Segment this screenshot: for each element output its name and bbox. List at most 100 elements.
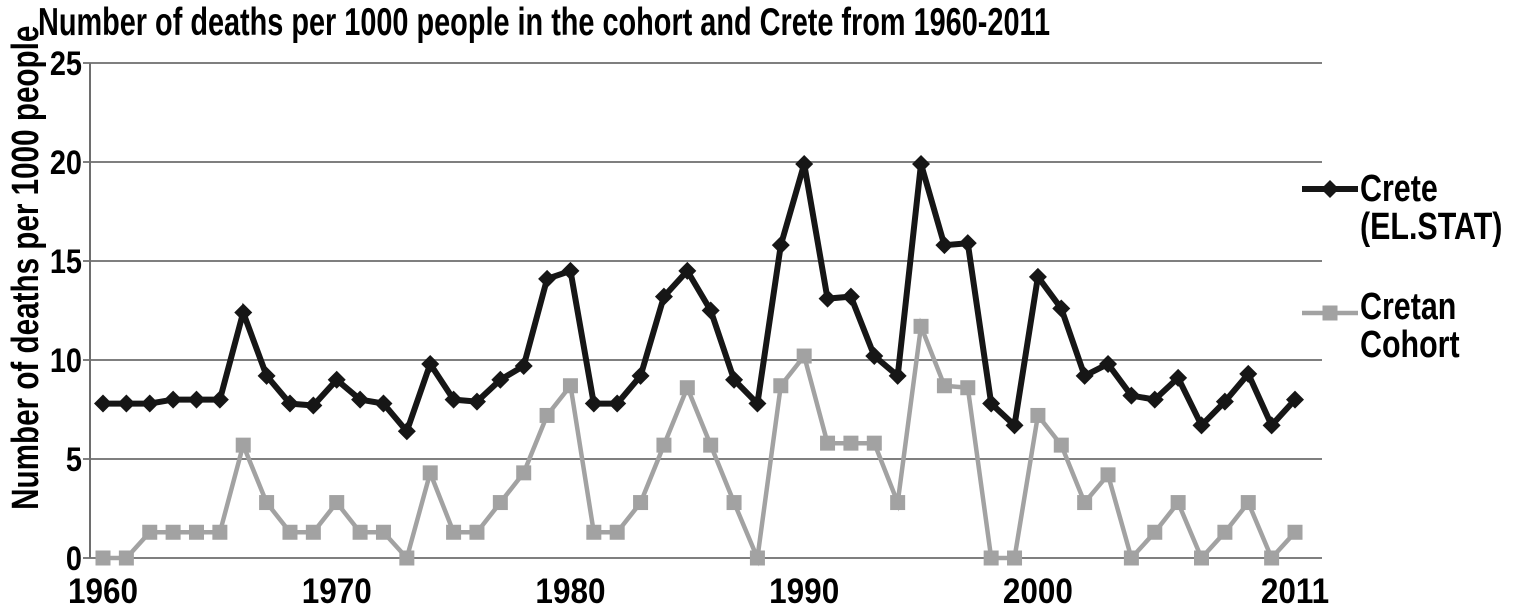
svg-text:25: 25 <box>50 44 82 83</box>
crete-series-marker <box>164 390 183 409</box>
cohort-series-marker <box>656 437 672 453</box>
cohort-series-marker <box>983 550 999 566</box>
cohort-series-marker <box>212 524 228 540</box>
crete-series-marker <box>467 392 486 411</box>
legend-label-crete-line1: Crete <box>1360 168 1438 210</box>
crete-series-marker <box>1239 364 1258 383</box>
cohort-series-marker <box>1147 524 1163 540</box>
y-tick-label: 10 <box>50 341 82 380</box>
cohort-series-marker <box>422 465 438 481</box>
svg-text:10: 10 <box>50 341 82 380</box>
crete-series-marker <box>982 394 1001 413</box>
cohort-series-marker <box>633 495 649 511</box>
svg-text:1990: 1990 <box>769 573 839 608</box>
cohort-series-marker <box>749 550 765 566</box>
cohort-legend-swatch <box>1302 305 1358 321</box>
crete-series-marker <box>94 394 112 413</box>
cohort-series-marker <box>586 524 602 540</box>
crete-series-marker <box>1145 390 1164 409</box>
crete-series-marker <box>818 289 837 308</box>
svg-text:1960: 1960 <box>68 573 138 608</box>
x-tick-label: 1970 <box>302 573 372 608</box>
cohort-series-marker <box>820 435 836 451</box>
x-tick-label: 1990 <box>769 573 839 608</box>
cohort-series-marker <box>259 495 275 511</box>
y-tick-label: 15 <box>50 242 82 281</box>
cohort-series-line <box>103 317 1297 567</box>
crete-series-marker <box>1005 416 1024 435</box>
crete-series-marker <box>888 366 907 385</box>
crete-series-marker <box>841 287 860 306</box>
cohort-series-marker <box>329 495 345 511</box>
cohort-series-marker <box>165 524 181 540</box>
x-tick-label: 1980 <box>535 573 605 608</box>
cohort-series-marker <box>796 348 812 364</box>
crete-series-marker <box>374 394 393 413</box>
cohort-series-marker <box>562 378 578 394</box>
legend-item-cohort: Cretan Cohort <box>1302 288 1485 364</box>
cohort-series-marker <box>305 524 321 540</box>
cohort-series-marker <box>1100 467 1116 483</box>
legend-label-cohort-line1: Cretan <box>1360 286 1457 328</box>
legend-label-cohort-line2: Cohort <box>1360 324 1460 366</box>
crete-series-marker <box>140 394 159 413</box>
crete-series-marker <box>514 356 533 375</box>
y-tick-label: 5 <box>66 440 82 479</box>
svg-text:1970: 1970 <box>302 573 372 608</box>
crete-series-marker <box>1262 416 1281 435</box>
crete-series-marker <box>701 301 720 320</box>
cohort-series-marker <box>773 378 789 394</box>
svg-text:0: 0 <box>66 539 82 578</box>
x-tick-label: 1960 <box>68 573 138 608</box>
cohort-series-marker <box>1240 495 1256 511</box>
cohort-series-marker <box>516 465 532 481</box>
crete-series-marker <box>351 390 370 409</box>
crete-series-marker <box>1099 354 1118 373</box>
cohort-series-marker <box>866 435 882 451</box>
crete-series-marker <box>1215 392 1234 411</box>
crete-series-marker <box>678 261 697 280</box>
cohort-series-marker <box>282 524 298 540</box>
cohort-series-marker <box>1007 550 1023 566</box>
crete-series-marker <box>584 394 603 413</box>
crete-legend-swatch <box>1302 180 1358 198</box>
crete-series-marker <box>421 354 440 373</box>
cohort-series-marker <box>1030 407 1046 423</box>
legend-item-crete: Crete (EL.STAT) <box>1302 170 1535 246</box>
cohort-series-marker <box>890 495 906 511</box>
crete-series-marker <box>912 154 931 173</box>
crete-series-marker <box>725 370 744 389</box>
cohort-series-marker <box>1217 524 1233 540</box>
y-tick-label: 20 <box>50 143 82 182</box>
crete-series-marker <box>654 287 673 306</box>
svg-text:15: 15 <box>50 242 82 281</box>
crete-series-marker <box>538 269 557 288</box>
svg-text:1980: 1980 <box>535 573 605 608</box>
cohort-series-marker <box>492 495 508 511</box>
crete-series-marker <box>257 366 276 385</box>
crete-series-marker <box>444 390 463 409</box>
crete-diamond-marker-icon <box>1321 180 1339 198</box>
y-tick-label: 0 <box>66 539 82 578</box>
crete-series-marker <box>958 234 977 253</box>
x-tick-label: 2011 <box>1261 573 1329 608</box>
cohort-series-marker <box>469 524 485 540</box>
crete-series-marker <box>631 366 650 385</box>
crete-series-marker <box>280 394 299 413</box>
crete-series-marker <box>935 236 954 255</box>
svg-text:5: 5 <box>66 440 82 479</box>
cohort-series-marker <box>726 495 742 511</box>
cohort-series-marker <box>703 437 719 453</box>
crete-series-marker <box>865 347 884 366</box>
svg-text:2011: 2011 <box>1261 573 1329 608</box>
cohort-series-marker <box>1264 550 1280 566</box>
crete-series-marker <box>187 390 206 409</box>
svg-text:2000: 2000 <box>1003 573 1073 608</box>
crete-series-marker <box>327 370 346 389</box>
crete-series-marker <box>771 236 790 255</box>
crete-series-marker <box>491 370 510 389</box>
crete-series-marker <box>748 394 767 413</box>
cohort-series-marker <box>399 550 415 566</box>
cohort-series-marker <box>375 524 391 540</box>
